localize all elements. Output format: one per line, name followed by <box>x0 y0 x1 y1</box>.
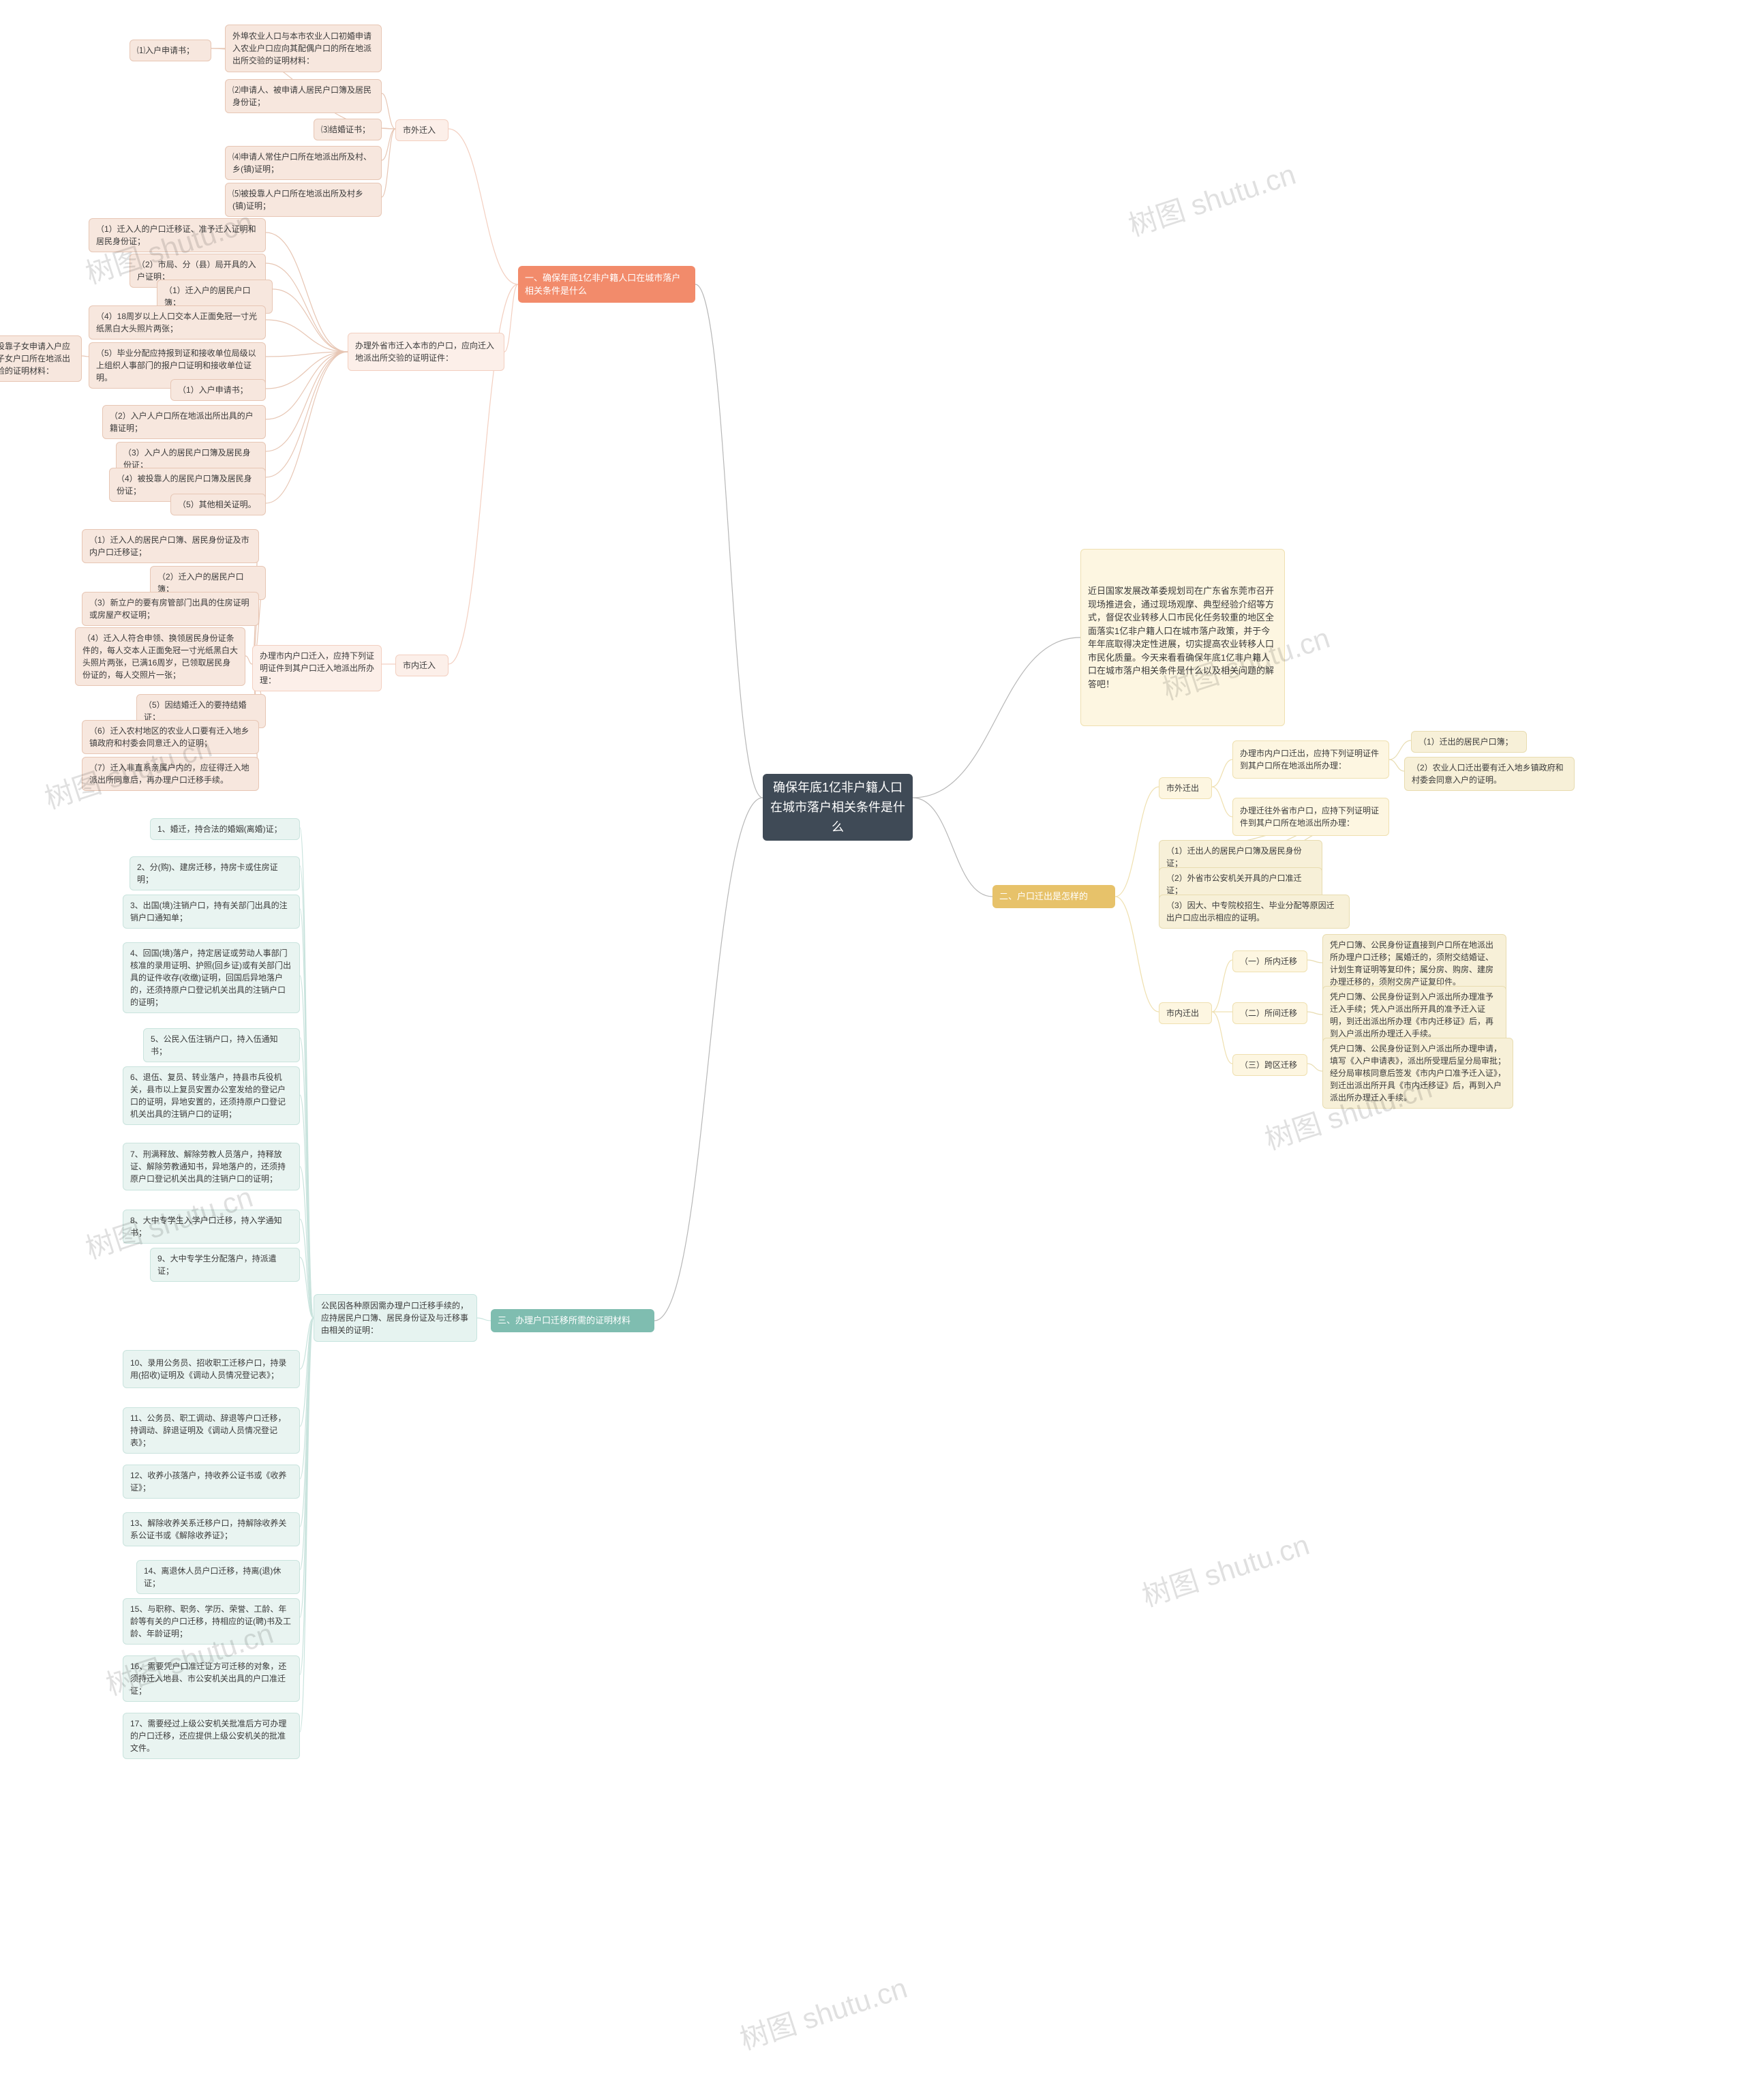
s2g1b: 办理迁往外省市户口，应持下列证明证件到其户口所在地派出所办理： <box>1232 798 1389 836</box>
s3i16: 16、需要凭户口准迁证方可迁移的对象，还须持迁入地县、市公安机关出具的户口准迁证… <box>123 1655 300 1702</box>
watermark: 树图 shutu.cn <box>1123 151 1301 245</box>
s3i10: 10、录用公务员、招收职工迁移户口，持录用(招收)证明及《调动人员情况登记表》； <box>123 1350 300 1388</box>
s2g2: 市内迁出 <box>1159 1002 1212 1024</box>
s1g3i3: （3）新立户的要有房管部门出具的住房证明或房屋产权证明； <box>82 592 259 626</box>
s3i12: 12、收养小孩落户，持收养公证书或《收养证》； <box>123 1465 300 1499</box>
s2g1a1: （1）迁出的居民户口簿； <box>1411 731 1527 753</box>
s1g2i6: （1）入户申请书； <box>170 379 266 401</box>
section-1-title: 一、确保年底1亿非户籍人口在城市落户相关条件是什么 <box>518 266 695 303</box>
s2g2i1: （一）所内迁移 <box>1232 950 1307 972</box>
watermark: 树图 shutu.cn <box>734 1965 912 2058</box>
s3i13: 13、解除收养关系迁移户口，持解除收养关系公证书或《解除收养证》； <box>123 1512 300 1546</box>
s1g3: 市内迁入 <box>395 655 449 676</box>
s3i9: 9、大中专学生分配落户，持派遣证； <box>150 1248 300 1282</box>
s1g2i1: （1）迁入人的户口迁移证、准予迁入证明和居民身份证； <box>89 218 266 252</box>
s2g1a: 办理市内户口迁出，应持下列证明证件到其户口所在地派出所办理： <box>1232 740 1389 779</box>
s1g1i4: ⑷申请人常住户口所在地派出所及村、乡(镇)证明； <box>225 146 382 180</box>
s3i6: 6、退伍、复员、转业落户，持县市兵役机关，县市以上复员安置办公室发给的登记户口的… <box>123 1066 300 1125</box>
s3i7: 7、刑满释放、解除劳教人员落户，持释放证、解除劳教通知书，异地落户的，还须持原户… <box>123 1143 300 1190</box>
s1g3s: 办理市内户口迁入，应持下列证明证件到其户口迁入地派出所办理： <box>252 645 382 691</box>
s2g1a2: （2）农业人口迁出要有迁入地乡镇政府和村委会同意入户的证明。 <box>1404 757 1575 791</box>
s1g2: 办理外省市迁入本市的户口，应向迁入地派出所交验的证明证件： <box>348 333 504 371</box>
s3s: 公民因各种原因需办理户口迁移手续的，应持居民户口簿、居民身份证及与迁移事由相关的… <box>314 1294 477 1342</box>
s3i8: 8、大中专学生入学户口迁移，持入学通知书； <box>123 1210 300 1244</box>
s1g1i3: ⑶结婚证书； <box>314 119 382 140</box>
s2g1b3: （3）因大、中专院校招生、毕业分配等原因迁出户口应出示相应的证明。 <box>1159 895 1350 929</box>
s1g3i4: （4）迁入人符合申领、换领居民身份证条件的，每人交本人正面免冠一寸光纸黑白大头照… <box>75 627 245 686</box>
s1g3i6: （6）迁入农村地区的农业人口要有迁入地乡镇政府和村委会同意迁入的证明； <box>82 720 259 754</box>
s1g1i1: ⑴入户申请书； <box>130 40 211 61</box>
section-3-title: 三、办理户口迁移所需的证明材料 <box>491 1309 654 1332</box>
watermark: 树图 shutu.cn <box>1136 1522 1314 1615</box>
s1g2i5n: 老人投靠子女申请入户应向其子女户口所在地派出所交验的证明材料： <box>0 335 82 382</box>
intro-note: 近日国家发展改革委规划司在广东省东莞市召开现场推进会，通过现场观摩、典型经验介绍… <box>1080 549 1285 726</box>
s3i5: 5、公民入伍注销户口，持入伍通知书； <box>143 1028 300 1062</box>
s2g2i2t: 凭户口簿、公民身份证到入户派出所办理准予迁入手续；凭入户派出所开具的准予迁入证明… <box>1322 986 1506 1045</box>
s1g1i5: ⑸被投靠人户口所在地派出所及村乡(镇)证明； <box>225 183 382 217</box>
s1g2i7: （2）入户人户口所在地派出所出具的户籍证明； <box>102 405 266 439</box>
s1g1i2: ⑵申请人、被申请人居民户口簿及居民身份证； <box>225 79 382 113</box>
s1g3i7: （7）迁入非直系亲属户内的，应征得迁入地派出所同意后，再办理户口迁移手续。 <box>82 757 259 791</box>
s3i2: 2、分(购)、建房迁移，持房卡或住房证明； <box>130 856 300 890</box>
s2g1: 市外迁出 <box>1159 777 1212 799</box>
s2g2i1t: 凭户口簿、公民身份证直接到户口所在地派出所办理户口迁移；属婚迁的，须附交结婚证、… <box>1322 934 1506 993</box>
s3i3: 3、出国(境)注销户口，持有关部门出具的注销户口通知单； <box>123 895 300 929</box>
section-2-title: 二、户口迁出是怎样的 <box>992 885 1115 908</box>
s2g2i3: （三）跨区迁移 <box>1232 1054 1307 1076</box>
s3i4: 4、回国(境)落户，持定居证或劳动人事部门核准的录用证明、护照(回乡证)或有关部… <box>123 942 300 1013</box>
s1g1: 市外迁入 <box>395 119 449 141</box>
root-node: 确保年底1亿非户籍人口在城市落户相关条件是什么 <box>763 774 913 841</box>
s3i1: 1、婚迁，持合法的婚姻(离婚)证； <box>150 818 300 840</box>
s3i11: 11、公务员、职工调动、辞退等户口迁移，持调动、辞退证明及《调动人员情况登记表》… <box>123 1407 300 1454</box>
s1g2i4: （4）18周岁以上人口交本人正面免冠一寸光纸黑白大头照片两张； <box>89 305 266 340</box>
s1g3i1: （1）迁入人的居民户口簿、居民身份证及市内户口迁移证； <box>82 529 259 563</box>
s1g2i10: （5）其他相关证明。 <box>170 494 266 515</box>
s3i17: 17、需要经过上级公安机关批准后方可办理的户口迁移，还应提供上级公安机关的批准文… <box>123 1713 300 1759</box>
s3i14: 14、离退休人员户口迁移，持离(退)休证； <box>136 1560 300 1594</box>
s2g2i2: （二）所间迁移 <box>1232 1002 1307 1024</box>
s2g2i3t: 凭户口簿、公民身份证到入户派出所办理申请，填写《入户申请表》，派出所受理后呈分局… <box>1322 1038 1513 1109</box>
s1g1i1n: 外埠农业人口与本市农业人口初婚申请入农业户口应向其配偶户口的所在地派出所交验的证… <box>225 25 382 72</box>
s3i15: 15、与职称、职务、学历、荣誉、工龄、年龄等有关的户口迁移，持相应的证(聘)书及… <box>123 1598 300 1645</box>
